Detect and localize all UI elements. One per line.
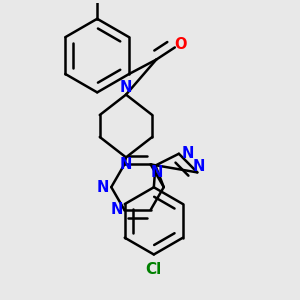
Text: Cl: Cl <box>146 262 162 278</box>
Text: N: N <box>182 146 194 161</box>
Text: N: N <box>110 202 123 217</box>
Text: N: N <box>120 157 132 172</box>
Text: N: N <box>120 80 132 95</box>
Text: N: N <box>193 159 205 174</box>
Text: N: N <box>151 165 163 180</box>
Text: N: N <box>97 180 110 195</box>
Text: O: O <box>174 37 187 52</box>
